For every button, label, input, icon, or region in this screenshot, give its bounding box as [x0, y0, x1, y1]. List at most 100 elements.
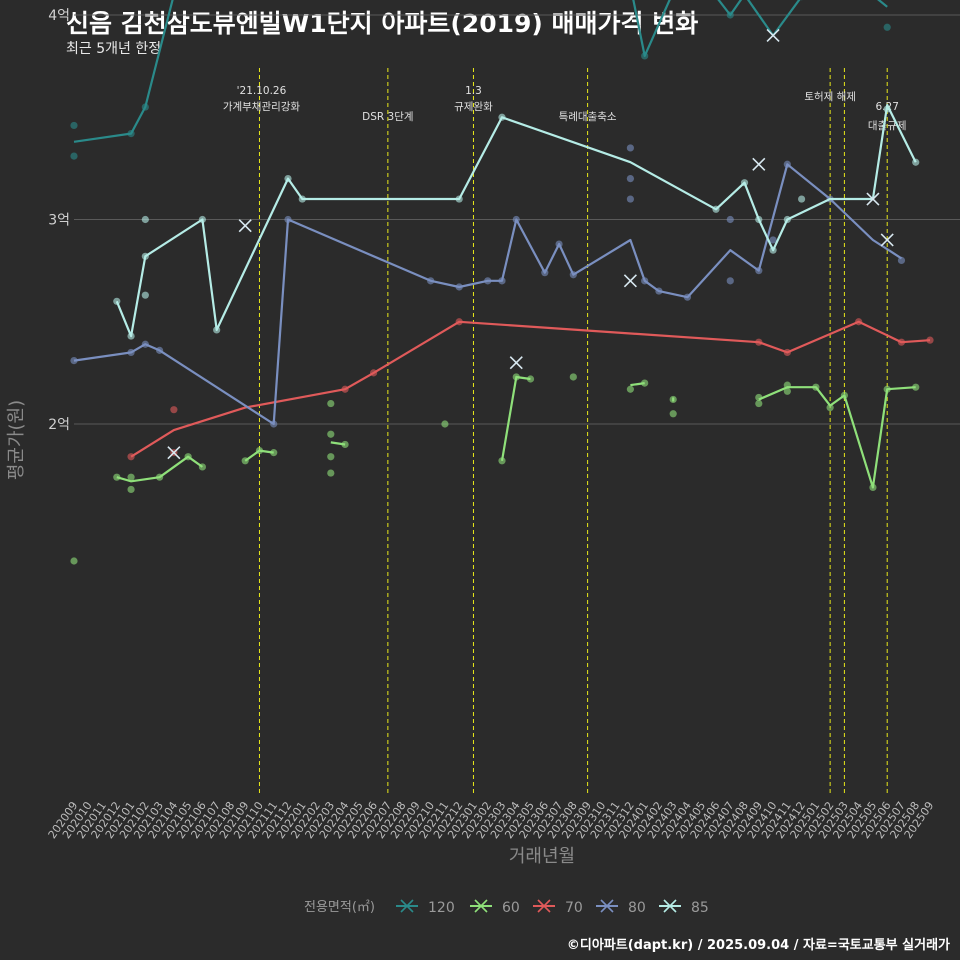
data-point [341, 440, 349, 449]
data-point [127, 332, 135, 340]
data-point [498, 113, 506, 121]
data-point [455, 195, 463, 203]
series-70 [127, 318, 934, 461]
data-point [826, 404, 834, 412]
policy-annotation: 1.3 [465, 85, 482, 97]
legend-marker [600, 899, 614, 913]
data-point [883, 23, 891, 31]
cancelled-marker [766, 28, 780, 43]
data-point [626, 195, 635, 203]
y-tick-label: 3억 [48, 213, 70, 229]
data-point [541, 269, 549, 277]
data-point [327, 399, 335, 408]
data-point [70, 557, 78, 565]
cancelled-marker [880, 233, 894, 247]
chart-subtitle: 최근 5개년 한정 [66, 41, 162, 57]
data-point [512, 215, 520, 224]
data-point [883, 105, 891, 113]
data-point [156, 346, 164, 354]
data-point [327, 453, 335, 461]
data-point [726, 215, 734, 224]
policy-annotation: '21.10.26 [237, 85, 287, 97]
data-point [141, 103, 149, 111]
data-point [755, 399, 763, 408]
data-point [755, 338, 763, 346]
data-point [484, 277, 492, 285]
series-line [73, 0, 888, 143]
data-point [897, 338, 906, 346]
legend-label: 120 [428, 900, 455, 916]
data-point [284, 175, 292, 183]
data-point [170, 406, 178, 414]
data-point [798, 195, 806, 203]
chart-title: 신음 김천삼도뷰엔빌W1단지 아파트(2019) 매매가격 변화 [66, 9, 699, 38]
legend-label: 85 [691, 900, 709, 916]
series-60 [70, 373, 920, 565]
legend-title: 전용면적(㎡) [304, 900, 375, 915]
legend-marker [663, 899, 677, 913]
cancelled-marker [752, 157, 766, 171]
data-point [455, 283, 463, 291]
data-point [198, 463, 206, 471]
series-85 [113, 103, 920, 340]
data-point [869, 483, 877, 491]
data-point [341, 385, 349, 393]
data-point [184, 453, 192, 461]
data-point [755, 393, 763, 402]
x-axis-label: 거래년월 [509, 846, 575, 867]
data-point [755, 267, 763, 275]
data-point [569, 271, 577, 279]
data-point [498, 457, 506, 465]
data-point [70, 121, 78, 130]
data-point [555, 240, 563, 248]
data-point [327, 469, 335, 477]
data-point [127, 453, 135, 461]
data-point [641, 52, 649, 60]
legend-marker [400, 899, 414, 913]
y-tick-label: 2억 [48, 417, 70, 433]
data-point [327, 430, 335, 438]
data-point [783, 381, 791, 389]
data-point [270, 449, 278, 457]
data-point [298, 195, 306, 203]
policy-annotation: 가계부채관리강화 [223, 101, 301, 113]
series-line [758, 386, 916, 489]
data-point [783, 160, 791, 168]
data-point [626, 385, 635, 393]
data-point [141, 215, 149, 224]
legend-marker [537, 899, 551, 913]
data-point [370, 369, 378, 377]
data-point [755, 215, 763, 224]
data-point [156, 473, 164, 481]
data-point [783, 348, 791, 357]
data-point [897, 256, 906, 264]
data-point [683, 293, 692, 301]
data-point [641, 379, 649, 387]
data-point [855, 318, 863, 326]
cancelled-marker [167, 446, 181, 460]
policy-annotation: DSR 3단계 [362, 111, 413, 123]
data-point [769, 246, 777, 254]
data-point [127, 473, 135, 481]
data-point [512, 373, 520, 381]
y-tick-label: 4억 [48, 8, 70, 24]
data-point [113, 297, 121, 305]
data-point [127, 130, 135, 138]
data-point [769, 236, 777, 244]
data-point [284, 215, 292, 224]
source-caption: ©디아파트(dapt.kr) / 2025.09.04 / 자료=국토교통부 실… [566, 938, 950, 953]
data-point [141, 252, 149, 260]
data-point [726, 11, 734, 19]
y-axis-label: 평균가(원) [6, 400, 27, 480]
cancelled-marker [509, 356, 523, 370]
data-point [783, 387, 791, 395]
policy-annotation: 규제완화 [454, 100, 493, 113]
legend-label: 60 [502, 900, 520, 916]
data-point [241, 457, 249, 465]
series-120 [70, 0, 891, 160]
data-point [526, 375, 535, 383]
data-point [840, 391, 849, 399]
cancelled-marker [866, 192, 880, 206]
data-point [141, 340, 149, 348]
